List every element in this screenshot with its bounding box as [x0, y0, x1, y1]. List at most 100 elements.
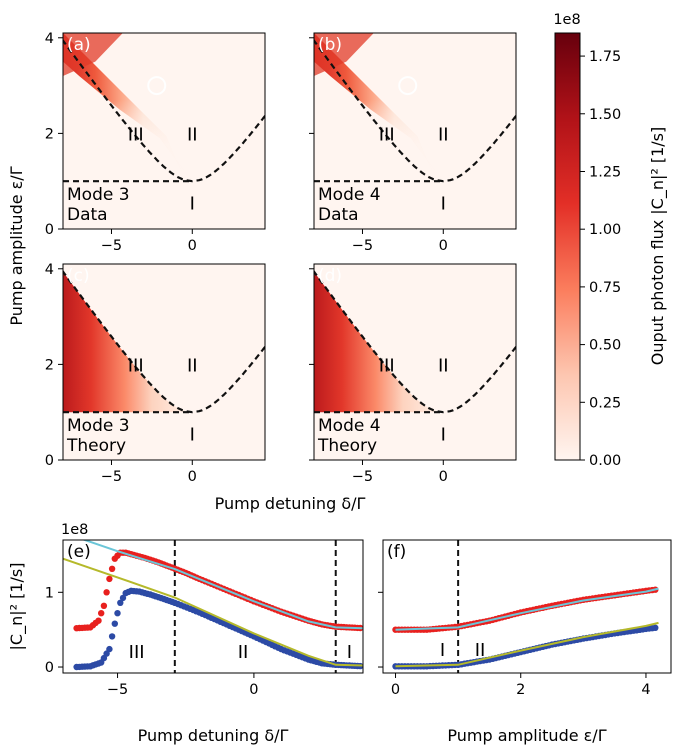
x-tick-label: 4 [641, 682, 650, 698]
region-label-I: I [441, 194, 446, 215]
region-label-II: II [187, 124, 198, 145]
region-label-III: III [379, 124, 395, 145]
colorbar-tick-label: 1.75 [589, 49, 621, 65]
data-point [117, 599, 124, 606]
x-tick-label: −5 [352, 469, 373, 485]
x-axis-label: Pump detuning δ/Γ [138, 726, 289, 745]
colorbar-tick-label: 1.25 [589, 164, 621, 180]
y-tick-label: 4 [45, 262, 54, 278]
region-label-I: I [347, 642, 352, 663]
panel-letter: (b) [318, 35, 342, 55]
panel-frame [62, 32, 266, 230]
colorbar-scale [554, 32, 581, 461]
panel-letter: (d) [318, 266, 342, 286]
region-label-III: III [128, 355, 144, 376]
data-point [108, 565, 116, 572]
colorbar-tick-label: 1.50 [589, 107, 621, 123]
y-tick-label: 1 [45, 585, 54, 601]
colorbar-tick-label: 0.00 [589, 453, 621, 469]
heatmap-background [63, 33, 265, 229]
region-label-II: II [475, 640, 486, 661]
x-axis-label: Pump amplitude ε/Γ [447, 726, 606, 745]
heatmap-fade [63, 33, 193, 182]
region-label-III: III [128, 124, 144, 145]
heatmap-peak [63, 33, 123, 77]
y-axis-label: |C_n|² [1/s] [7, 563, 27, 651]
panel-frame [313, 263, 517, 461]
series-line [395, 587, 659, 631]
data-point [100, 602, 108, 609]
colorbar-multiplier: 1e8 [553, 12, 580, 28]
x-tick-label: 0 [439, 469, 448, 485]
heatmap-intensity [63, 264, 193, 413]
panel-letter: (c) [67, 266, 90, 286]
data-point [106, 575, 113, 583]
region-label-I: I [190, 194, 195, 215]
y-tick-label: 2 [45, 357, 54, 373]
boundary-hyperbola [314, 38, 516, 183]
region-label-II: II [187, 355, 198, 376]
kind-label: Theory [66, 436, 126, 456]
series-line [81, 540, 363, 630]
x-tick-label: 0 [188, 469, 197, 485]
heatmap-intensity [314, 264, 444, 413]
kind-label: Data [67, 205, 108, 225]
mode-label: Mode 4 [318, 416, 381, 436]
colorbar: 0.00 0.25 0.50 0.75 1.00 1.25 1.50 1.75 1e8 Oup… [553, 12, 668, 469]
region-label-I: I [441, 425, 446, 446]
region-label-I: I [190, 425, 195, 446]
x-tick-label: 0 [188, 238, 197, 254]
x-tick-label: 0 [439, 238, 448, 254]
y-tick-label: 0 [45, 453, 54, 469]
x-tick-label: −5 [101, 238, 122, 254]
data-point [106, 645, 113, 653]
data-point [108, 633, 116, 640]
region-label-I: I [440, 640, 445, 661]
x-tick-label: 2 [516, 682, 525, 698]
data-point [111, 620, 119, 627]
mode-label: Mode 3 [67, 416, 130, 436]
data-point [114, 610, 121, 617]
colorbar-tick-label: 0.50 [589, 338, 621, 354]
panel-f: 0 2 4(f)Pump amplitude ε/ΓI II [378, 539, 672, 745]
panel-frame [62, 539, 364, 674]
panel-e: −5 0 0 1 (e) Pump detuning δ/Γ 1e8 |C_n|² [1/s]… [7, 522, 364, 745]
colorbar-tick-label: 0.25 [589, 395, 621, 411]
region-label-III: III [379, 355, 395, 376]
region-label-II: II [238, 642, 249, 663]
region-label-II: II [438, 124, 449, 145]
data-point [119, 594, 127, 602]
y-tick-label: 4 [45, 31, 54, 47]
marker-circle [147, 76, 167, 96]
colorbar-label: Ouput photon flux |C_n|² [1/s] [648, 127, 668, 366]
colorbar-tick-label: 1.00 [589, 222, 621, 238]
data-point [103, 589, 110, 596]
colorbar-tick-label: 0.75 [589, 280, 621, 296]
data-point [652, 624, 659, 631]
panel-frame [62, 263, 266, 461]
panel-letter: (a) [67, 35, 91, 55]
panel-letter: (f) [387, 542, 406, 562]
x-tick-label: 0 [249, 682, 258, 698]
y-tick-label: 0 [45, 660, 54, 676]
boundary-hyperbola [63, 38, 265, 183]
marker-circle [398, 76, 418, 96]
top-xlabel: Pump detuning δ/Γ [215, 494, 366, 513]
kind-label: Theory [317, 436, 377, 456]
top-ylabel: Pump amplitude ε/Γ [7, 166, 26, 325]
boundary-hyperbola [63, 269, 265, 414]
y-tick-label: 0 [45, 222, 54, 238]
line-panels: −5 0 0 1 (e) Pump detuning δ/Γ 1e8 |C_n|² [1/s]… [7, 522, 672, 745]
boundary-hyperbola [314, 269, 516, 414]
series-line [395, 621, 659, 668]
region-label-II: II [438, 355, 449, 376]
mode-label: Mode 3 [67, 185, 130, 205]
data-point [98, 610, 105, 617]
panel-frame [313, 32, 517, 230]
heatmap-peak [314, 33, 374, 77]
x-tick-label: −5 [101, 469, 122, 485]
